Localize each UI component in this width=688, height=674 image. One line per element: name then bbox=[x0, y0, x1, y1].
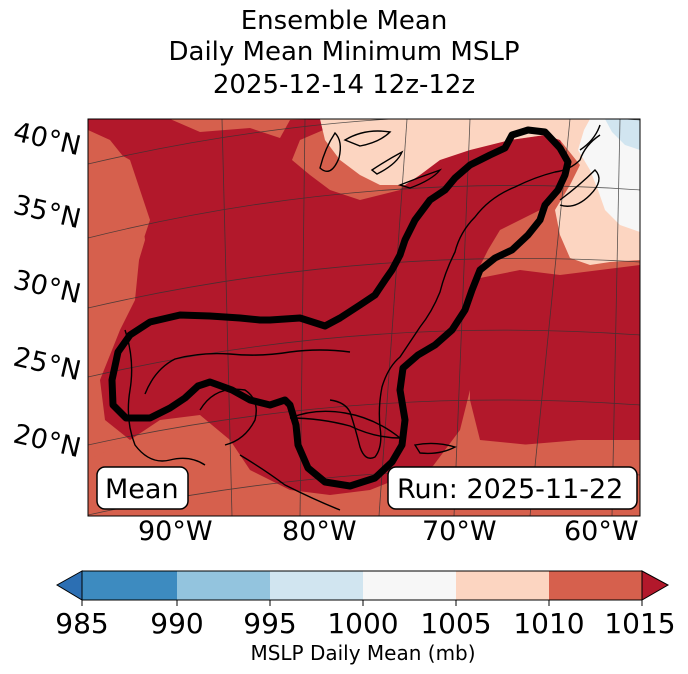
mean-box: Mean bbox=[96, 466, 189, 510]
colorbar-tick-1010: 1010 bbox=[513, 607, 584, 640]
colorbar-tick-995: 995 bbox=[243, 607, 296, 640]
field-west-edge bbox=[88, 130, 145, 495]
field-1000-1005 bbox=[578, 119, 640, 232]
colorbar-bin-985-990 bbox=[82, 571, 177, 600]
lat-label-35: 35°N bbox=[10, 190, 83, 236]
colorbar-over-arrow bbox=[641, 570, 670, 601]
colorbar-under-arrow bbox=[56, 570, 83, 601]
colorbar-tick-1000: 1000 bbox=[327, 607, 398, 640]
colorbar-bin-1005-1010 bbox=[456, 571, 549, 600]
colorbar-tick-990: 990 bbox=[150, 607, 203, 640]
lon-label-90w: 90°W bbox=[138, 516, 213, 547]
title-line-1: Ensemble Mean bbox=[240, 6, 448, 36]
mean-box-label: Mean bbox=[105, 474, 179, 505]
colorbar-label: MSLP Daily Mean (mb) bbox=[250, 641, 475, 665]
mean-contour bbox=[108, 126, 572, 490]
lon-label-60w: 60°W bbox=[564, 516, 639, 547]
map-frame bbox=[87, 118, 641, 517]
lat-label-20: 20°N bbox=[10, 419, 83, 465]
lon-label-80w: 80°W bbox=[282, 516, 357, 547]
lat-label-25: 25°N bbox=[10, 342, 83, 388]
colorbar-tick-1005: 1005 bbox=[420, 607, 491, 640]
lon-label-70w: 70°W bbox=[422, 516, 497, 547]
colorbar: 985 990 995 1000 1005 1010 1015 MSLP Dai… bbox=[55, 570, 676, 665]
lat-label-40: 40°N bbox=[10, 117, 83, 163]
field-995-1000 bbox=[605, 119, 640, 150]
colorbar-bin-995-1000 bbox=[270, 571, 363, 600]
colorbar-bin-990-995 bbox=[177, 571, 270, 600]
title-line-2: Daily Mean Minimum MSLP bbox=[168, 37, 520, 67]
field-above-1015-east bbox=[470, 265, 640, 445]
colorbar-tick-1015: 1015 bbox=[604, 607, 675, 640]
colorbar-bin-1010-1015 bbox=[549, 571, 642, 600]
colorbar-bin-1000-1005 bbox=[363, 571, 456, 600]
field-above-1015 bbox=[88, 119, 570, 516]
run-box: Run: 2025-11-22 bbox=[387, 466, 638, 510]
title-line-3: 2025-12-14 12z-12z bbox=[212, 70, 476, 100]
lat-label-30: 30°N bbox=[10, 265, 83, 311]
colorbar-tick-985: 985 bbox=[55, 607, 108, 640]
run-box-label: Run: 2025-11-22 bbox=[397, 474, 623, 505]
